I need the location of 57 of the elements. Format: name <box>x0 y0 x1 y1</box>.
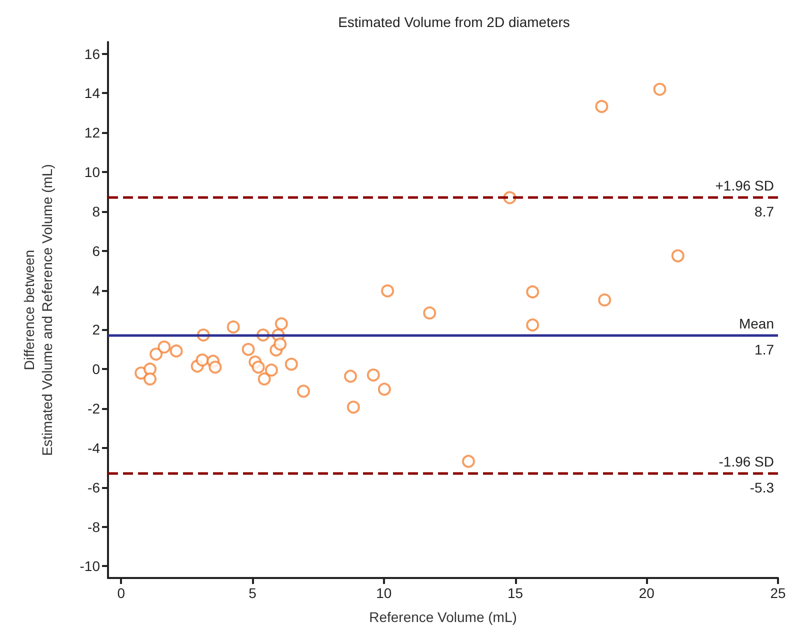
point <box>242 342 255 356</box>
point <box>462 454 475 468</box>
annotation: 8.7 <box>754 204 774 220</box>
point <box>196 354 209 367</box>
y-tick-label: 10 <box>84 164 100 180</box>
point <box>258 372 271 386</box>
point <box>526 318 540 332</box>
point <box>598 293 612 306</box>
chart-title: Estimated Volume from 2D diameters <box>338 14 570 30</box>
point <box>526 285 540 298</box>
y-tick-label: 6 <box>92 242 100 259</box>
point <box>274 338 287 351</box>
point <box>671 249 684 262</box>
point <box>208 360 222 374</box>
y-tick-label: 12 <box>84 124 100 141</box>
point <box>264 364 278 377</box>
point <box>170 344 183 358</box>
x-tick-label: 20 <box>638 585 655 601</box>
point <box>158 340 171 354</box>
point <box>284 358 298 371</box>
point <box>366 368 380 382</box>
ref-line-label: +1.96 SD <box>715 178 774 194</box>
y-tick-label: 2 <box>92 322 100 338</box>
y-tick-label: -4 <box>88 440 100 456</box>
point <box>226 320 240 334</box>
point <box>653 82 666 96</box>
annotation: -5.3 <box>750 480 774 496</box>
point <box>423 306 436 320</box>
x-tick-label: 25 <box>770 585 786 601</box>
y-tick-label: 4 <box>92 282 100 298</box>
y-tick-label: 16 <box>84 46 100 62</box>
point <box>378 382 391 396</box>
y-tick-label: 0 <box>92 361 100 378</box>
x-tick-label: 5 <box>248 585 257 601</box>
annotation: 1.7 <box>754 342 774 358</box>
y-tick-label: -8 <box>88 518 100 535</box>
point <box>274 317 288 330</box>
y-axis-title: Difference between Estimated Volume and Reference Volume (mL) <box>21 164 55 456</box>
y-tick-label: -6 <box>88 479 100 496</box>
point <box>252 360 265 374</box>
point <box>346 400 360 414</box>
ref-line-label: Mean <box>738 316 774 332</box>
y-tick-label: -2 <box>88 400 100 417</box>
point <box>150 348 163 361</box>
point <box>381 284 394 298</box>
y-tick-label: -10 <box>80 558 100 574</box>
x-tick-label: 0 <box>117 585 126 601</box>
x-axis-title: Reference Volume (mL) <box>369 609 517 625</box>
point <box>296 384 310 398</box>
x-tick-label: 15 <box>507 585 524 601</box>
point <box>344 370 358 383</box>
ref-line-label: -1.96 SD <box>718 454 774 470</box>
point <box>595 100 608 113</box>
y-tick-label: 8 <box>92 203 100 220</box>
x-tick-label: 10 <box>376 585 392 601</box>
y-tick-label: 14 <box>84 85 100 102</box>
point <box>144 372 157 386</box>
